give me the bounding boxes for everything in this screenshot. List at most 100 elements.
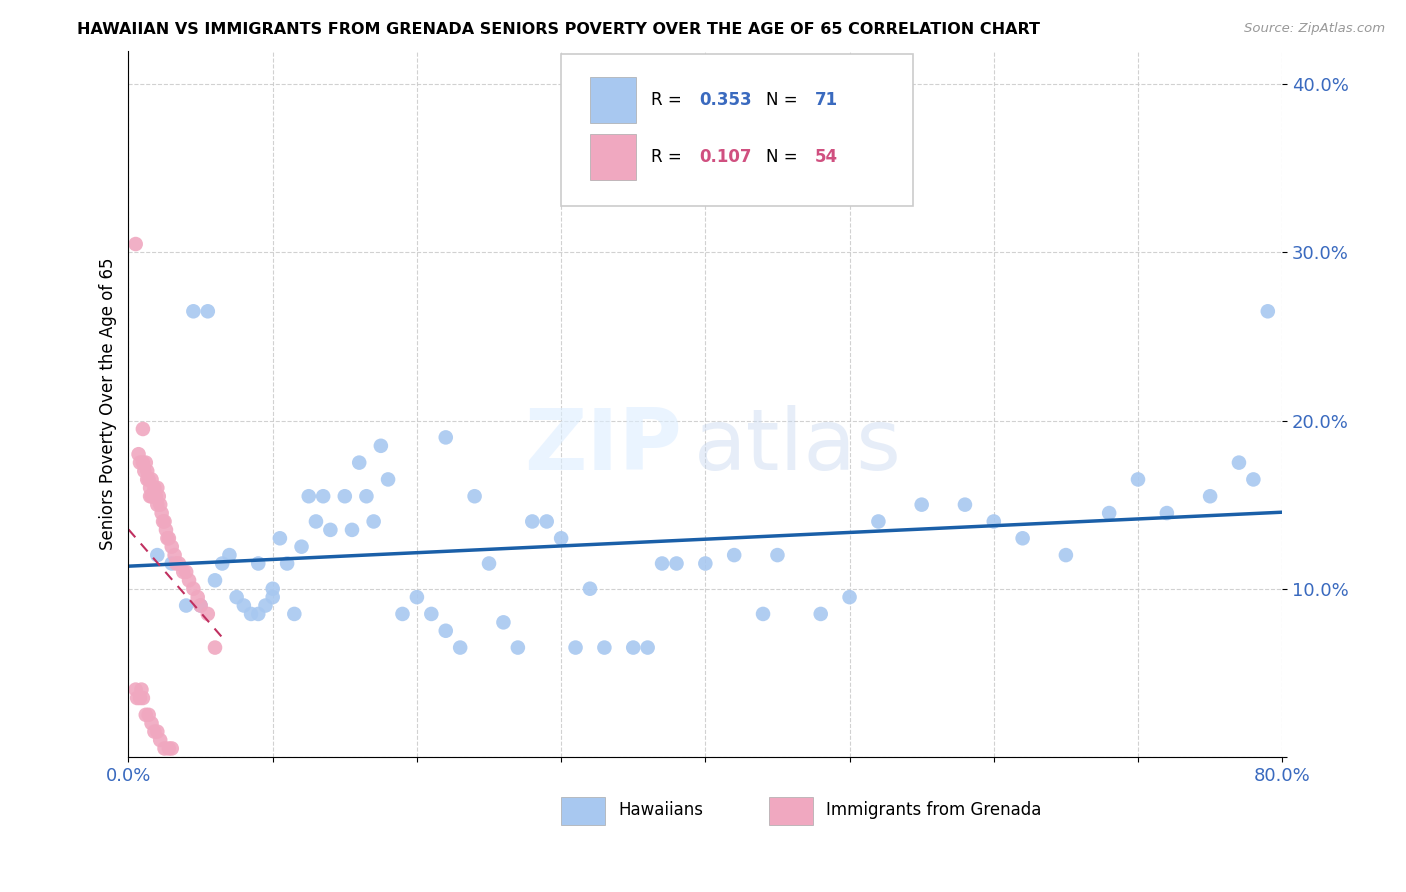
- Bar: [591, 78, 636, 123]
- Point: [153, 741, 176, 756]
- Point: [177, 574, 200, 588]
- Point: [160, 557, 183, 571]
- FancyBboxPatch shape: [561, 54, 912, 206]
- Point: [145, 489, 167, 503]
- Point: [621, 640, 644, 655]
- Text: 0.107: 0.107: [700, 147, 752, 166]
- Point: [506, 640, 529, 655]
- Y-axis label: Seniors Poverty Over the Age of 65: Seniors Poverty Over the Age of 65: [100, 258, 117, 550]
- Point: [262, 582, 284, 596]
- Point: [464, 489, 486, 503]
- Point: [165, 557, 187, 571]
- Point: [132, 456, 155, 470]
- Point: [225, 590, 247, 604]
- Point: [136, 464, 159, 478]
- Bar: [591, 134, 636, 179]
- Point: [211, 557, 233, 571]
- Point: [167, 557, 190, 571]
- Point: [347, 456, 370, 470]
- Point: [157, 741, 180, 756]
- Point: [953, 498, 976, 512]
- Point: [868, 515, 890, 529]
- Point: [262, 590, 284, 604]
- Point: [141, 472, 163, 486]
- Point: [131, 682, 153, 697]
- Point: [190, 599, 212, 613]
- Point: [1241, 472, 1264, 486]
- Point: [163, 548, 186, 562]
- Point: [911, 498, 934, 512]
- Point: [637, 640, 659, 655]
- Point: [146, 548, 169, 562]
- Point: [434, 430, 457, 444]
- Point: [187, 590, 209, 604]
- Point: [232, 599, 254, 613]
- Point: [197, 304, 219, 318]
- Point: [391, 607, 413, 621]
- Point: [143, 481, 166, 495]
- Bar: [561, 797, 605, 825]
- Text: HAWAIIAN VS IMMIGRANTS FROM GRENADA SENIORS POVERTY OVER THE AGE OF 65 CORRELATI: HAWAIIAN VS IMMIGRANTS FROM GRENADA SENI…: [77, 22, 1040, 37]
- Point: [305, 515, 328, 529]
- Point: [139, 481, 162, 495]
- Point: [283, 607, 305, 621]
- Point: [125, 237, 148, 252]
- Point: [183, 582, 205, 596]
- Point: [141, 716, 163, 731]
- Point: [139, 489, 162, 503]
- Point: [420, 607, 443, 621]
- Point: [190, 599, 212, 613]
- Point: [138, 472, 160, 486]
- Point: [138, 707, 160, 722]
- Point: [197, 607, 219, 621]
- Point: [183, 304, 205, 318]
- Text: 0.353: 0.353: [700, 91, 752, 109]
- Point: [1199, 489, 1222, 503]
- Text: N =: N =: [766, 147, 803, 166]
- Point: [356, 489, 378, 503]
- Point: [156, 531, 179, 545]
- Text: N =: N =: [766, 91, 803, 109]
- Point: [363, 515, 385, 529]
- Point: [135, 456, 157, 470]
- Point: [276, 557, 298, 571]
- Point: [136, 472, 159, 486]
- Point: [1098, 506, 1121, 520]
- Point: [564, 640, 586, 655]
- Point: [651, 557, 673, 571]
- Text: Hawaiians: Hawaiians: [619, 801, 704, 819]
- Point: [254, 599, 277, 613]
- Point: [142, 489, 165, 503]
- Bar: [769, 797, 813, 825]
- Point: [204, 574, 226, 588]
- Point: [290, 540, 312, 554]
- Point: [269, 531, 291, 545]
- Point: [146, 724, 169, 739]
- Text: atlas: atlas: [693, 405, 901, 488]
- Point: [838, 590, 860, 604]
- Point: [312, 489, 335, 503]
- Point: [810, 607, 832, 621]
- Point: [1227, 456, 1250, 470]
- Point: [449, 640, 471, 655]
- Point: [522, 515, 544, 529]
- Text: R =: R =: [651, 147, 688, 166]
- Point: [172, 565, 194, 579]
- Point: [132, 422, 155, 436]
- Point: [125, 682, 148, 697]
- Point: [149, 733, 172, 747]
- Point: [157, 531, 180, 545]
- Point: [665, 557, 688, 571]
- Point: [218, 548, 240, 562]
- Point: [132, 691, 155, 706]
- Point: [143, 489, 166, 503]
- Text: 71: 71: [815, 91, 838, 109]
- Point: [723, 548, 745, 562]
- Point: [434, 624, 457, 638]
- Point: [141, 489, 163, 503]
- Point: [406, 590, 429, 604]
- Point: [1054, 548, 1077, 562]
- Point: [478, 557, 501, 571]
- Point: [752, 607, 775, 621]
- Point: [152, 515, 174, 529]
